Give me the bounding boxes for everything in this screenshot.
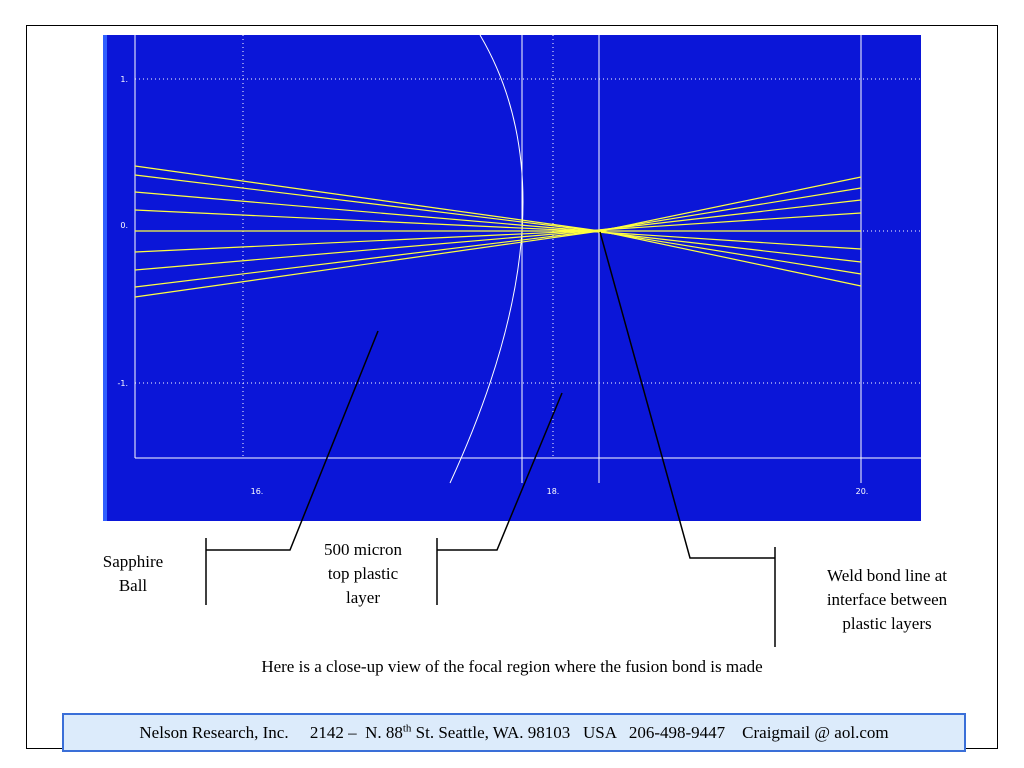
city: St. Seattle, WA. 98103 xyxy=(415,723,571,742)
annotation: Weld bond line at interface between plas… xyxy=(802,564,972,636)
leader-line xyxy=(437,392,563,551)
country: USA xyxy=(583,723,617,742)
email: Craigmail @ aol.com xyxy=(742,723,889,742)
x-tick-label: 16. xyxy=(251,487,264,496)
annotation-line: Weld bond line at xyxy=(827,566,947,585)
annotation-line: Sapphire xyxy=(102,552,164,571)
x-tick-label: 18. xyxy=(547,487,560,496)
y-tick-label: 0. xyxy=(120,221,128,230)
ray xyxy=(134,230,862,271)
y-tick-label: -1. xyxy=(117,379,128,388)
annotation: Sapphire Ball xyxy=(83,550,183,598)
annotation: 500 micron top plastic layer xyxy=(293,538,433,610)
leaders xyxy=(205,231,776,647)
annotation-line: layer xyxy=(346,588,380,607)
phone: 206-498-9447 xyxy=(628,723,726,742)
annotation-line: plastic layers xyxy=(842,614,932,633)
caption: Here is a close-up view of the focal reg… xyxy=(261,657,763,676)
x-tick-label: 20. xyxy=(856,487,869,496)
y-tick-label: 1. xyxy=(120,75,128,84)
company: Nelson Research, Inc. xyxy=(139,723,289,742)
street-suffix: th xyxy=(402,722,412,735)
leader-line xyxy=(599,231,775,559)
annotation-line: top plastic xyxy=(327,564,399,583)
annotation-line: interface between xyxy=(826,590,948,609)
footer: Nelson Research, Inc. 2142 – N. 88th St.… xyxy=(62,713,966,752)
ray xyxy=(134,230,862,298)
plot-edge xyxy=(103,35,107,521)
annotation-line: 500 micron xyxy=(324,540,402,559)
street: 2142 – N. 88 xyxy=(309,723,403,742)
leader-line xyxy=(206,330,379,551)
rays xyxy=(134,165,862,298)
annotation-line: Ball xyxy=(118,576,148,595)
plot-background xyxy=(103,35,921,521)
